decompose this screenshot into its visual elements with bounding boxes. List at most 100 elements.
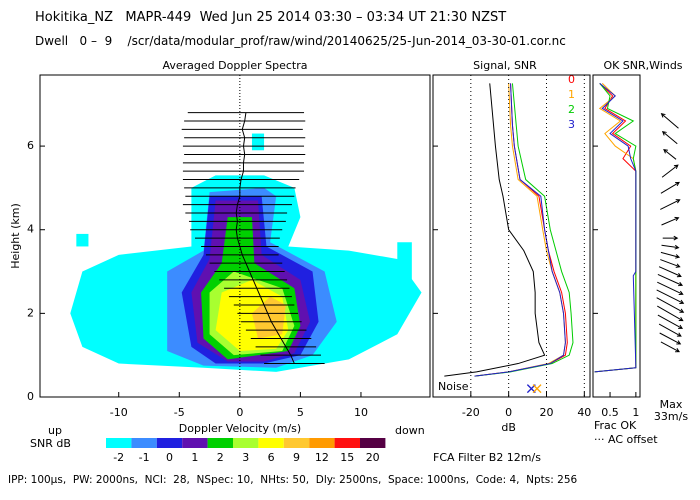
colorbar-cell [156,438,183,448]
colorbar-label: 15 [340,451,354,464]
frac-line [594,82,637,373]
frac-line [594,83,637,373]
colorbar-label: -1 [139,451,150,464]
legend-label: 0 [568,73,575,86]
colorbar-cell [309,438,335,448]
x-label: Frac OK [594,419,637,432]
x-tick-label: 0 [236,406,243,419]
wind-arrow [658,323,682,337]
right-note: down [395,424,425,437]
colorbar-label: -2 [113,451,124,464]
wind-arrow [659,332,682,345]
filter-note: FCA Filter B2 12m/s [433,451,541,464]
colorbar-label: 12 [315,451,329,464]
colorbar-cell [131,438,157,448]
colorbar-title: SNR dB [30,437,71,450]
colorbar-label: 2 [217,451,224,464]
mean-velocity-line [235,112,295,364]
snr-contour [251,296,286,339]
profile-line [444,83,546,377]
wind-arrow [657,281,684,296]
colorbar-cell [360,438,386,448]
footer: IPP: 100μs, PW: 2000ns, NCI: 28, NSpec: … [8,474,578,486]
wind-arrow [657,305,684,322]
x-tick-label: 5 [297,406,304,419]
panel-title: OK SNR,Winds [603,59,682,72]
wind-arrow [660,259,681,268]
y-label: Height (km) [9,203,22,269]
wind-arrow [656,297,685,313]
profile-line [474,83,574,377]
profile-line [474,83,566,377]
wind-arrow [661,244,680,250]
profile-line [474,83,568,377]
wind-arrow [660,199,681,210]
wind-arrow [662,235,679,241]
colorbar-label: 9 [293,451,300,464]
colorbar-cell [334,438,360,448]
wind-arrow [660,251,681,259]
wind-max-title: Max [660,398,683,411]
x-tick-label: 0.5 [601,406,619,419]
x-tick-label: -5 [174,406,185,419]
plot-frame [432,74,591,398]
colorbar-label: 0 [166,451,173,464]
wind-arrow [661,216,680,226]
legend-label: 3 [568,118,575,131]
x-tick-label: 40 [577,406,591,419]
profile-line [474,83,566,377]
colorbar-cell [258,438,284,448]
legend-label: 2 [568,103,575,116]
colorbar-label: 6 [268,451,275,464]
title-line: Hokitika_NZ MAPR-449 Wed Jun 25 2014 03:… [35,10,507,25]
ac-offset-note: ··· AC offset [594,433,658,446]
plot-frame [592,74,641,398]
wind-arrow [657,314,684,329]
y-tick-label: 6 [27,139,34,152]
wind-arrow [661,164,679,178]
wind-arrow [660,113,679,129]
colorbar-cell [207,438,233,448]
wind-arrow [661,130,678,145]
subtitle-line: Dwell 0 – 9 /scr/data/modular_prof/raw/w… [35,34,566,48]
wind-arrow [656,289,685,304]
frac-line [594,83,637,373]
snr-contour [76,233,89,247]
wind-arrow [658,266,682,278]
left-note: up [48,424,62,437]
colorbar-cell [283,438,310,448]
x-tick-label: 0 [505,406,512,419]
plot-frame [39,74,431,398]
wind-arrow [660,181,680,194]
colorbar-cell [182,438,208,448]
colorbar-label: 3 [242,451,249,464]
x-label: dB [501,421,516,434]
wind-arrow [657,273,684,287]
y-tick-label: 4 [27,223,34,236]
x-tick-label: -20 [462,406,480,419]
wind-arrow [663,148,677,160]
x-label: Doppler Velocity (m/s) [179,422,301,435]
panel-title: Signal, SNR [473,59,537,72]
noise-marker [532,384,542,394]
panel-title: Averaged Doppler Spectra [162,59,307,72]
snr-contour [397,242,412,285]
colorbar-label: 20 [366,451,380,464]
colorbar-label: 1 [191,451,198,464]
x-tick-label: 20 [539,406,553,419]
wind-max: 33m/s [654,410,688,423]
y-tick-label: 2 [27,306,34,319]
x-tick-label: 10 [354,406,368,419]
x-tick-label: -10 [110,406,128,419]
snr-contour [251,133,265,151]
colorbar-cell [233,438,259,448]
y-tick-label: 0 [27,390,34,403]
frac-line [594,83,637,373]
legend-label: 1 [568,88,575,101]
x-tick-label: 1 [632,406,639,419]
wind-arrow [660,341,681,353]
colorbar-cell [106,438,132,448]
noise-label: Noise [438,380,469,393]
